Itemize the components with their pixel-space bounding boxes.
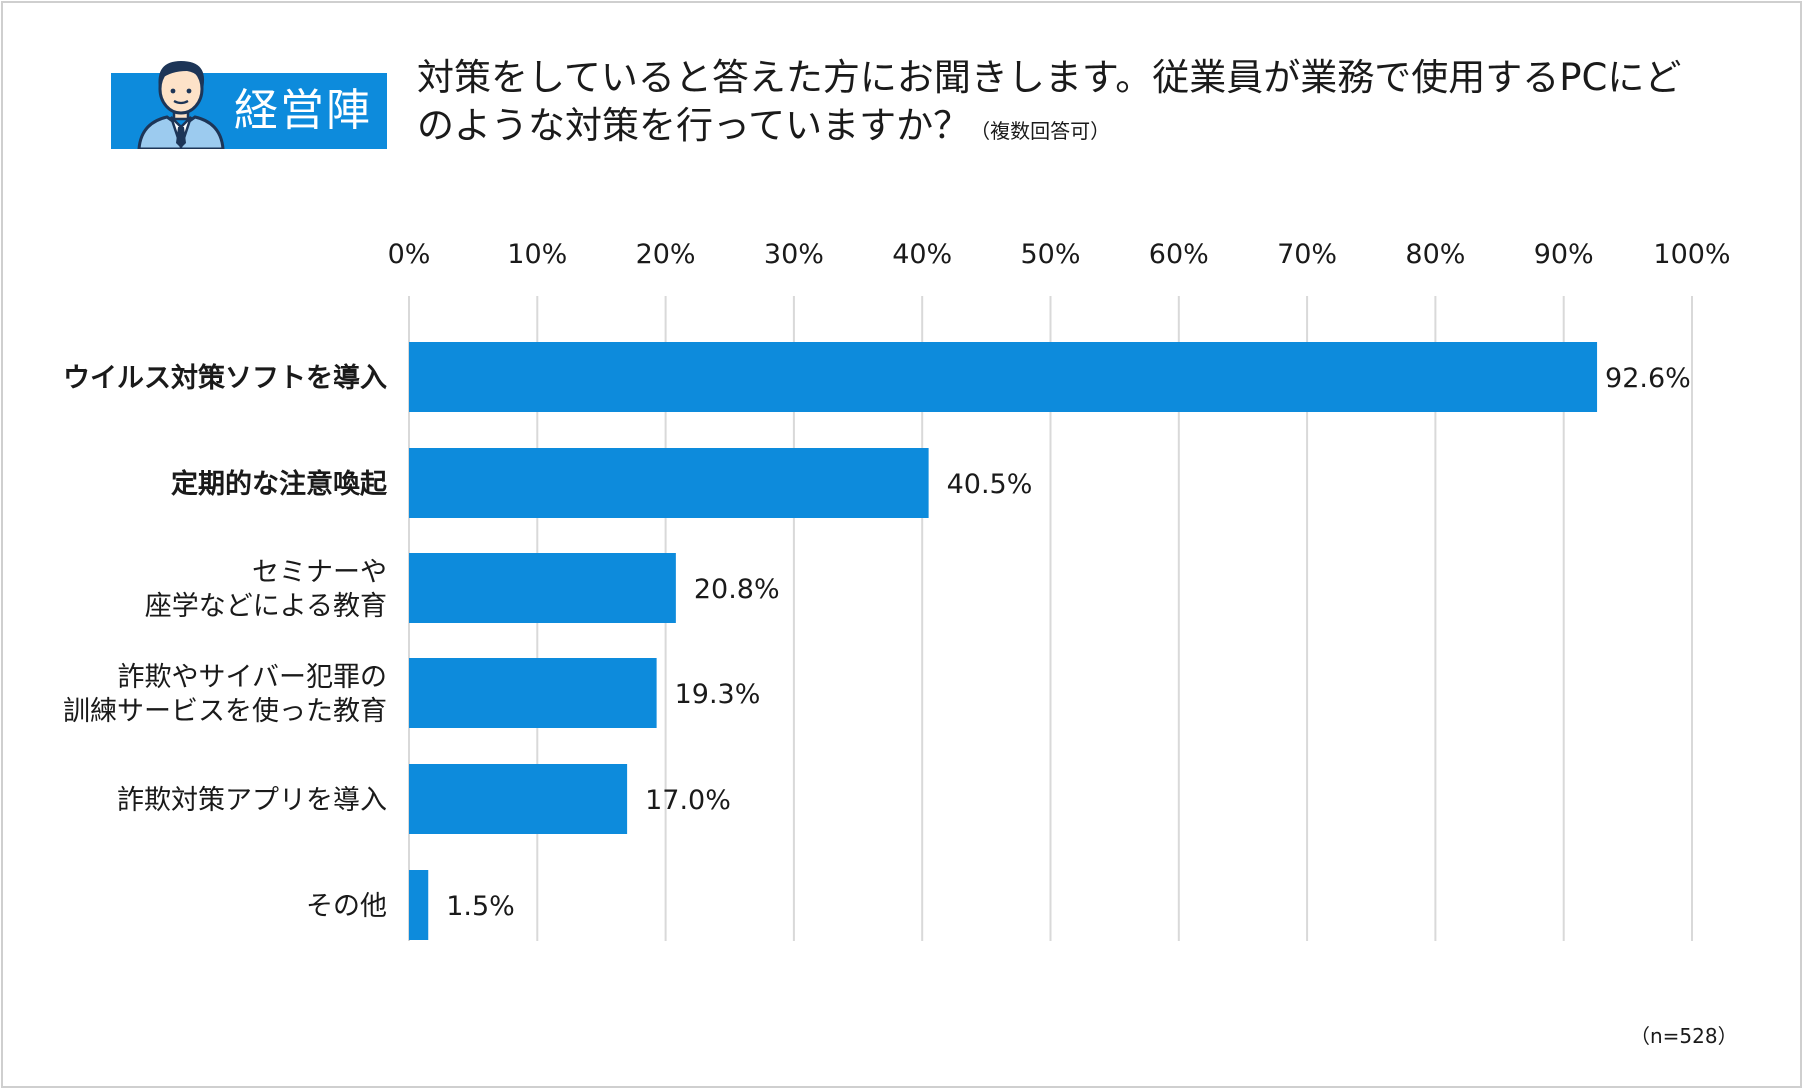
bar bbox=[409, 764, 628, 834]
category-label: 詐欺やサイバー犯罪の bbox=[118, 662, 387, 693]
bars bbox=[409, 342, 1598, 940]
value-label: 20.8% bbox=[694, 574, 780, 605]
x-tick-label: 100% bbox=[1653, 239, 1730, 270]
x-tick-label: 0% bbox=[388, 239, 431, 270]
category-label: 訓練サービスを使った教育 bbox=[63, 696, 387, 727]
bar bbox=[409, 870, 429, 940]
sample-size-note: （n=528） bbox=[1630, 1024, 1738, 1048]
x-tick-label: 30% bbox=[764, 239, 824, 270]
bar bbox=[409, 553, 676, 623]
category-label: 定期的な注意喚起 bbox=[171, 468, 388, 500]
bar bbox=[409, 658, 657, 728]
x-tick-label: 20% bbox=[636, 239, 696, 270]
badge-label: 経営陣 bbox=[234, 85, 372, 136]
value-label: 40.5% bbox=[947, 469, 1033, 500]
businessman-icon bbox=[137, 61, 225, 149]
x-tick-label: 60% bbox=[1149, 239, 1209, 270]
x-tick-label: 70% bbox=[1277, 239, 1337, 270]
value-label: 17.0% bbox=[645, 785, 731, 816]
x-tick-label: 90% bbox=[1534, 239, 1594, 270]
chart-title: 対策をしていると答えた方にお聞きします。従業員が業務で使用するPCにどのような対… bbox=[417, 54, 1717, 155]
x-tick-label: 10% bbox=[507, 239, 567, 270]
value-labels: 92.6% 40.5% 20.8% 19.3% 17.0% 1.5% bbox=[446, 363, 1691, 922]
value-label: 19.3% bbox=[675, 679, 761, 710]
category-labels: ウイルス対策ソフトを導入定期的な注意喚起セミナーや座学などによる教育詐欺やサイバ… bbox=[63, 362, 388, 922]
bar bbox=[409, 448, 929, 518]
category-label: セミナーや bbox=[252, 557, 387, 588]
title-main: 対策をしていると答えた方にお聞きします。従業員が業務で使用するPCにどのような対… bbox=[417, 56, 1682, 147]
bar bbox=[409, 342, 1598, 412]
x-tick-label: 80% bbox=[1405, 239, 1465, 270]
x-axis-ticks: 0% 10% 20% 30% 40% 50% 60% 70% 80% 90% 100% bbox=[388, 239, 1731, 270]
value-label: 92.6% bbox=[1605, 363, 1691, 394]
title-note: （複数回答可） bbox=[970, 119, 1111, 143]
audience-badge: 経営陣 bbox=[111, 61, 387, 149]
x-tick-label: 40% bbox=[892, 239, 952, 270]
x-tick-label: 50% bbox=[1020, 239, 1080, 270]
value-label: 1.5% bbox=[446, 891, 515, 922]
category-label: 座学などによる教育 bbox=[145, 591, 387, 622]
category-label: その他 bbox=[306, 891, 387, 922]
category-label: 詐欺対策アプリを導入 bbox=[117, 785, 387, 816]
category-label: ウイルス対策ソフトを導入 bbox=[63, 362, 387, 394]
